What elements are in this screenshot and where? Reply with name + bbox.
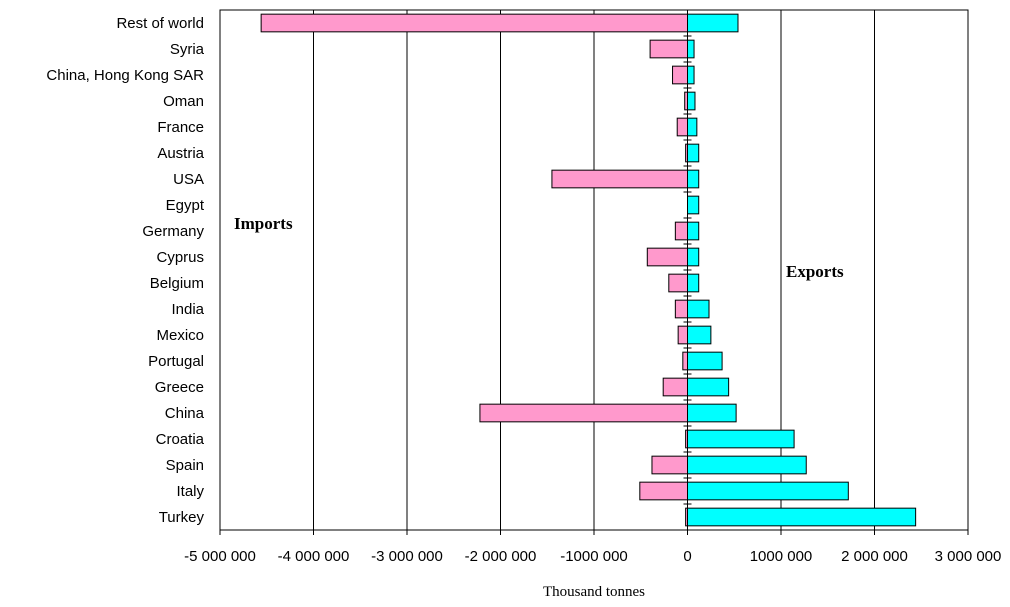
category-label: Spain bbox=[166, 457, 204, 474]
import-bar bbox=[682, 351, 689, 371]
export-bar bbox=[687, 481, 849, 501]
export-bar bbox=[687, 195, 700, 215]
import-bar bbox=[649, 39, 688, 59]
export-bar bbox=[687, 65, 695, 85]
export-bar bbox=[687, 143, 700, 163]
import-bar bbox=[639, 481, 689, 501]
x-tick-label: 1000 000 bbox=[750, 548, 813, 565]
x-tick-label: -4 000 000 bbox=[278, 548, 350, 565]
export-bar bbox=[687, 91, 696, 111]
category-label: Austria bbox=[157, 145, 204, 162]
category-label: Germany bbox=[142, 223, 204, 240]
x-tick-label: -1000 000 bbox=[560, 548, 628, 565]
import-bar bbox=[551, 169, 688, 189]
x-axis-title: Thousand tonnes bbox=[543, 584, 645, 600]
category-label: France bbox=[157, 119, 204, 136]
import-bar bbox=[674, 299, 688, 319]
x-tick-label: -5 000 000 bbox=[184, 548, 256, 565]
export-bar bbox=[687, 299, 710, 319]
export-bar bbox=[687, 247, 700, 267]
export-bar bbox=[687, 507, 917, 527]
export-bar bbox=[687, 221, 700, 241]
import-bar bbox=[651, 455, 688, 475]
export-bar bbox=[687, 169, 700, 189]
category-label: India bbox=[171, 301, 204, 318]
import-bar bbox=[677, 325, 689, 345]
category-label: USA bbox=[173, 171, 204, 188]
category-label: Turkey bbox=[159, 509, 205, 526]
category-label: Rest of world bbox=[116, 15, 204, 32]
category-label: Oman bbox=[163, 93, 204, 110]
x-tick-label: -2 000 000 bbox=[465, 548, 537, 565]
import-bar bbox=[479, 403, 688, 423]
category-label: Cyprus bbox=[156, 249, 204, 266]
category-label: Portugal bbox=[148, 353, 204, 370]
export-bar bbox=[687, 377, 730, 397]
export-bar bbox=[687, 273, 700, 293]
import-bar bbox=[668, 273, 688, 293]
export-bar bbox=[687, 351, 723, 371]
category-label: Belgium bbox=[150, 275, 204, 292]
export-bar bbox=[687, 325, 712, 345]
category-label: China bbox=[165, 405, 205, 422]
exports-annotation: Exports bbox=[786, 262, 844, 281]
import-bar bbox=[260, 13, 688, 33]
x-tick-label: 0 bbox=[683, 548, 691, 565]
category-label: Mexico bbox=[156, 327, 204, 344]
export-bar bbox=[687, 403, 737, 423]
x-tick-label: -3 000 000 bbox=[371, 548, 443, 565]
export-bar bbox=[687, 455, 807, 475]
category-label: Croatia bbox=[156, 431, 205, 448]
x-tick-label: 3 000 000 bbox=[935, 548, 1002, 565]
import-bar bbox=[662, 377, 689, 397]
export-bar bbox=[687, 117, 698, 137]
export-bar bbox=[687, 429, 795, 449]
import-bar bbox=[674, 221, 688, 241]
category-label: Italy bbox=[176, 483, 204, 500]
imports-annotation: Imports bbox=[234, 214, 293, 233]
import-bar bbox=[646, 247, 688, 267]
category-label: Egypt bbox=[166, 197, 205, 214]
import-bar bbox=[672, 65, 688, 85]
export-bar bbox=[687, 39, 695, 59]
category-label: Greece bbox=[155, 379, 204, 396]
x-tick-label: 2 000 000 bbox=[841, 548, 908, 565]
import-bar bbox=[676, 117, 689, 137]
category-label: China, Hong Kong SAR bbox=[46, 67, 204, 84]
export-bar bbox=[687, 13, 739, 33]
category-label: Syria bbox=[170, 41, 205, 58]
